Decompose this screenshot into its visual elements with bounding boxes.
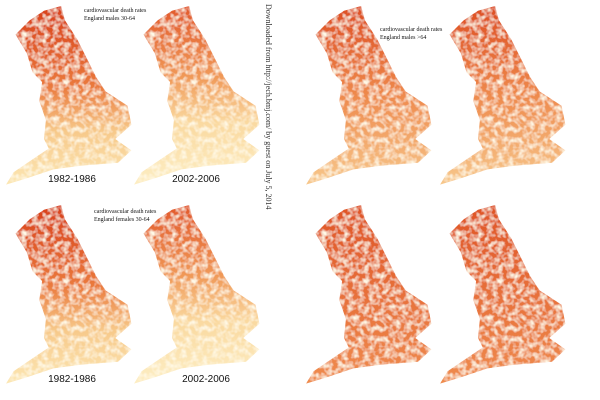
map [306, 205, 432, 384]
map [134, 6, 260, 185]
caption: 2002-2006 [172, 174, 220, 185]
source-note: Downloaded from http://jech.bmj.com/ by … [264, 4, 273, 210]
panel-label: England females 30-64 [94, 216, 150, 223]
panel-label: cardiovascular death rates [94, 209, 157, 215]
panel-label: England males 30-64 [84, 16, 135, 22]
map [440, 6, 566, 185]
map [6, 205, 132, 384]
map-grid [6, 6, 566, 384]
caption: 1982-1986 [48, 174, 96, 185]
caption: 1982-1986 [48, 374, 96, 385]
map [440, 205, 566, 384]
map [6, 6, 132, 185]
panel-label: England males >64 [380, 35, 426, 41]
panel-label: cardiovascular death rates [84, 8, 147, 14]
caption: 2002-2006 [182, 374, 230, 385]
map [134, 205, 260, 384]
panel-label: cardiovascular death rates [380, 27, 443, 33]
